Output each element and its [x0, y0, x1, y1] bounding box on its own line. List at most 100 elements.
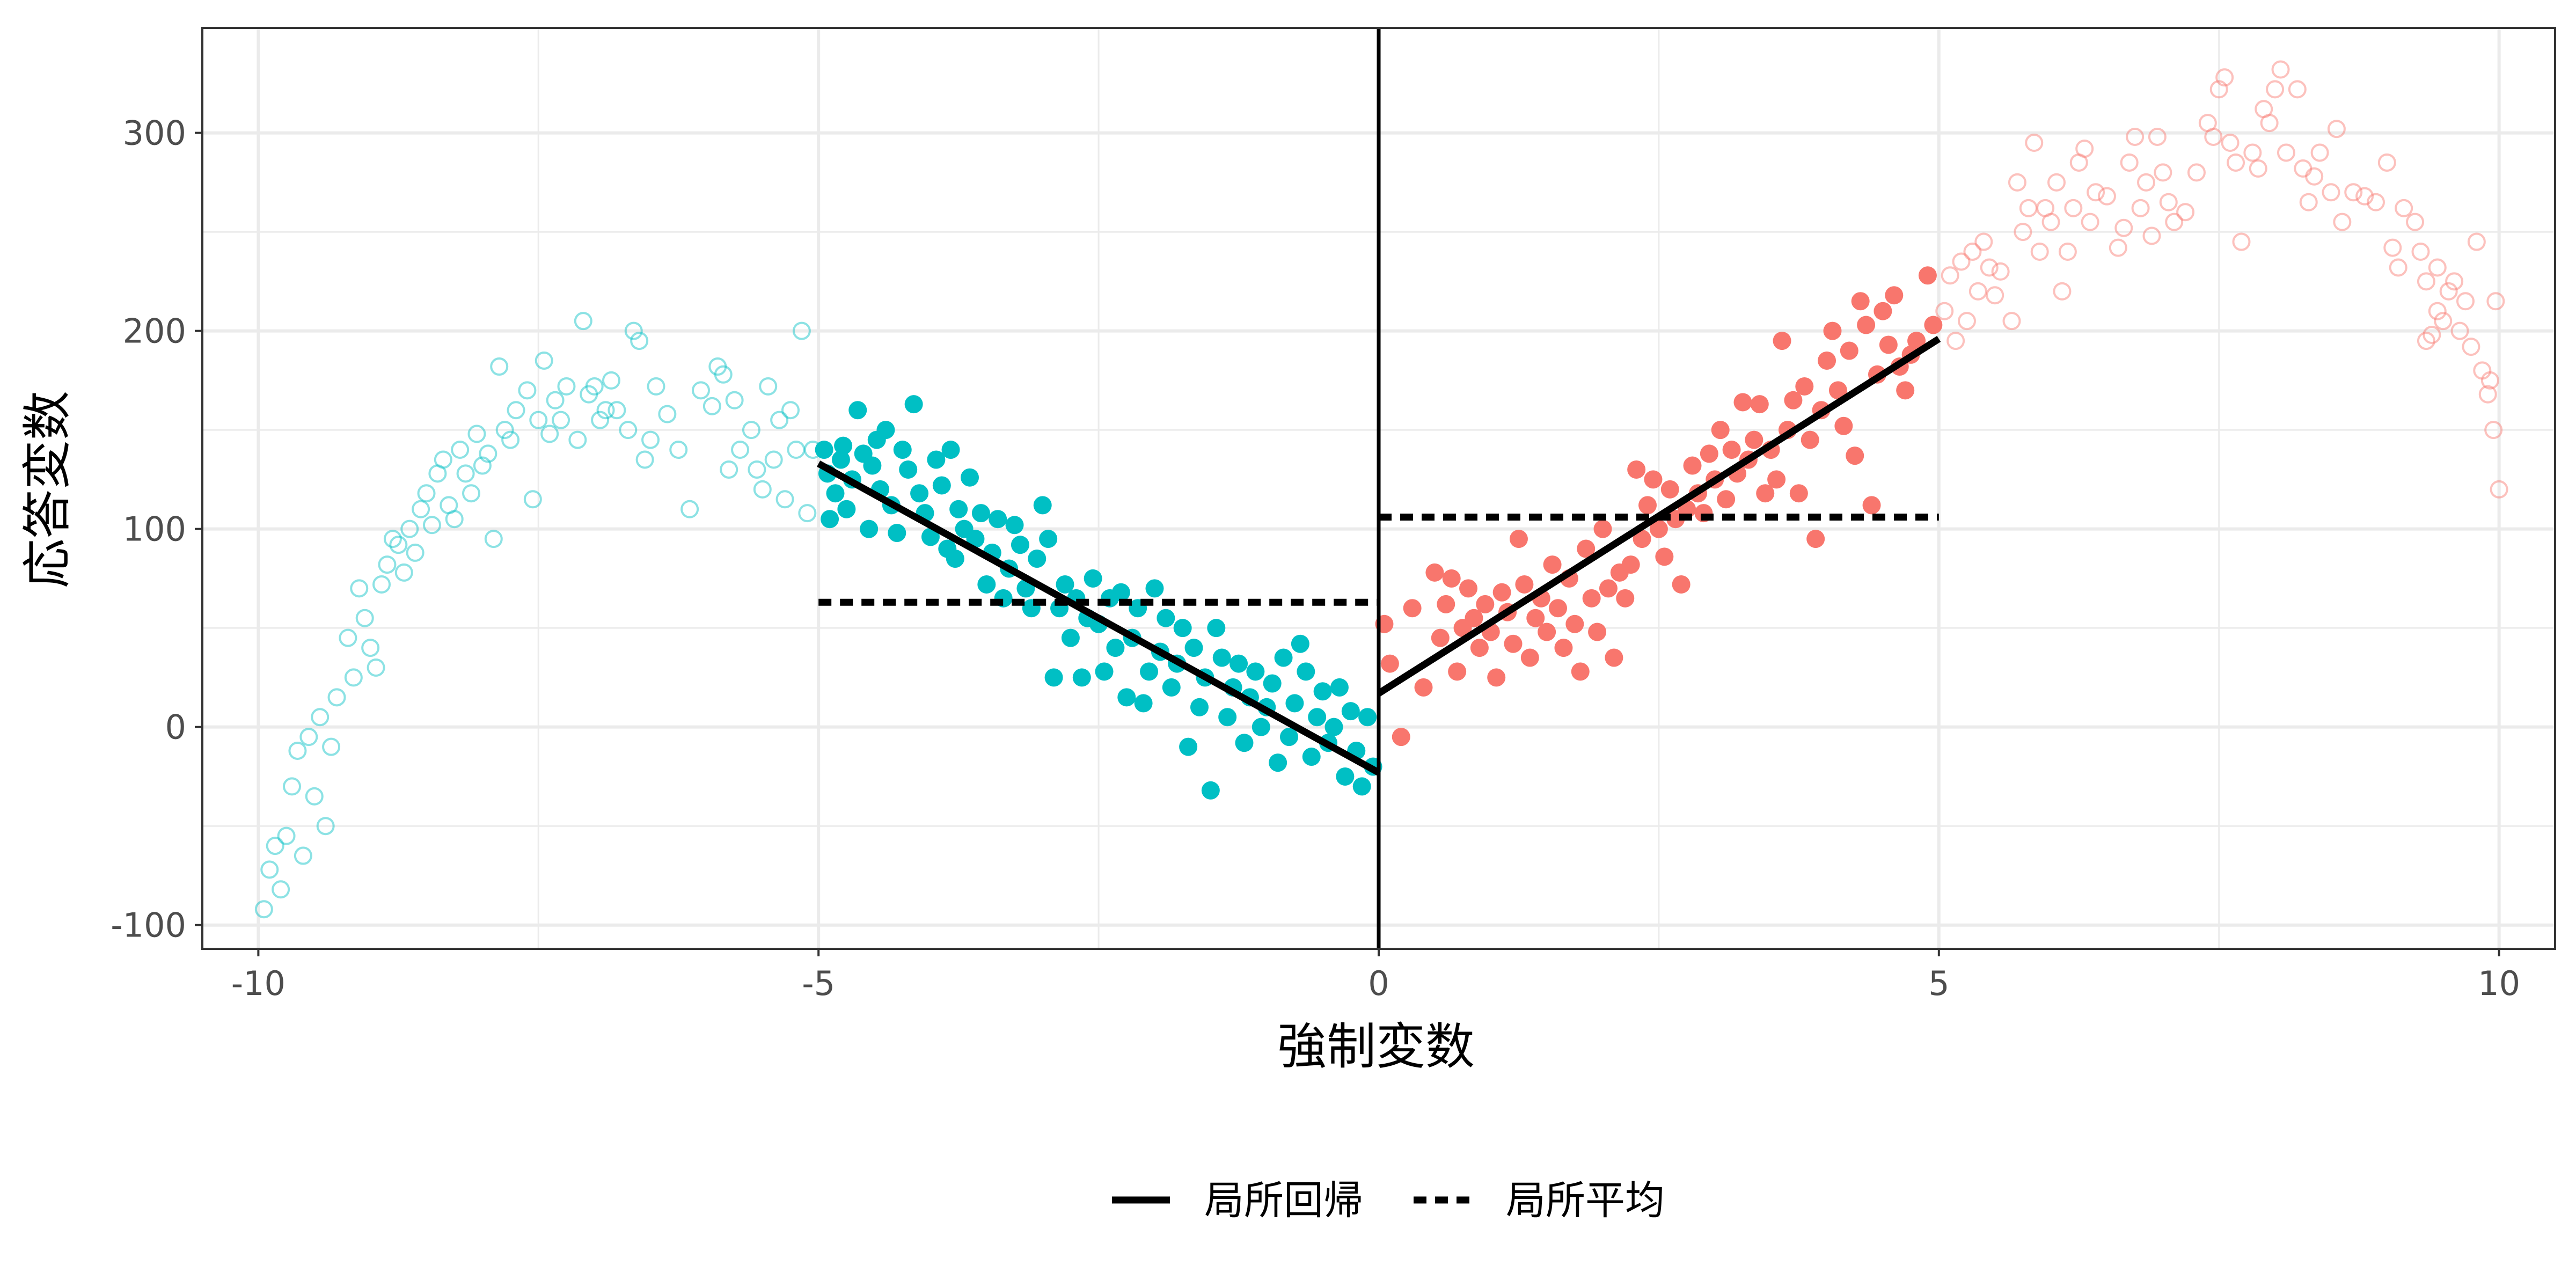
data-point-inside-right: [1655, 547, 1674, 566]
x-axis-title: 強制変数: [1277, 1018, 1475, 1075]
data-point-outside-right: [2486, 292, 2505, 311]
data-point-outside-left: [367, 658, 385, 677]
data-point-outside-right: [2019, 199, 2038, 217]
data-point-outside-left: [585, 377, 604, 396]
data-point-outside-right: [2439, 282, 2458, 301]
data-point-outside-left: [635, 450, 654, 469]
data-point-outside-right: [1974, 232, 1993, 251]
data-point-inside-right: [1649, 519, 1668, 538]
x-tick-label: 10: [2478, 964, 2520, 1003]
data-point-inside-right: [1784, 391, 1803, 409]
data-point-outside-right: [2232, 232, 2251, 251]
data-point-inside-right: [1806, 530, 1825, 548]
data-point-inside-left: [1162, 678, 1181, 697]
data-point-outside-right: [2467, 232, 2486, 251]
data-points: [254, 60, 2508, 919]
data-point-inside-left: [1352, 777, 1371, 796]
data-point-outside-left: [254, 900, 273, 919]
data-point-inside-left: [1061, 628, 1080, 647]
data-point-inside-left: [1235, 734, 1254, 752]
data-point-outside-right: [2087, 183, 2105, 202]
data-point-outside-left: [792, 321, 811, 340]
data-point-outside-right: [2450, 321, 2469, 340]
data-point-inside-left: [1145, 579, 1164, 598]
data-point-inside-left: [1084, 569, 1102, 588]
data-point-outside-right: [1963, 243, 1982, 261]
data-point-outside-right: [2131, 199, 2150, 217]
data-point-outside-left: [294, 846, 312, 865]
data-point-inside-left: [949, 500, 968, 518]
data-point-outside-left: [266, 837, 284, 855]
data-point-outside-left: [574, 312, 592, 331]
data-point-inside-right: [1520, 648, 1539, 667]
data-point-outside-left: [787, 441, 806, 459]
data-point-outside-left: [473, 456, 492, 475]
legend: 局所回帰 局所平均: [1112, 1177, 1665, 1224]
data-point-inside-right: [1683, 456, 1702, 475]
data-point-outside-right: [2159, 193, 2178, 211]
data-point-outside-right: [2423, 326, 2441, 344]
data-point-inside-left: [1201, 781, 1220, 800]
data-point-inside-right: [1599, 579, 1618, 598]
data-point-outside-left: [568, 430, 587, 449]
data-point-outside-left: [546, 391, 565, 409]
data-point-outside-right: [2473, 361, 2492, 380]
data-point-outside-left: [428, 464, 447, 483]
data-point-outside-right: [2484, 421, 2503, 440]
data-point-outside-left: [277, 826, 296, 845]
data-point-outside-right: [2097, 187, 2116, 206]
data-point-inside-left: [860, 519, 879, 538]
data-point-inside-left: [1044, 668, 1063, 687]
data-point-inside-right: [1549, 599, 1568, 618]
data-point-inside-left: [1218, 708, 1237, 727]
data-point-outside-left: [378, 555, 397, 574]
data-point-inside-right: [1823, 321, 1842, 340]
data-point-outside-left: [647, 377, 665, 396]
data-point-inside-right: [1818, 351, 1836, 370]
data-point-outside-right: [2069, 153, 2088, 172]
data-point-outside-right: [2227, 153, 2245, 172]
data-point-inside-left: [1324, 718, 1343, 736]
data-point-inside-left: [1336, 767, 1355, 786]
data-point-outside-left: [742, 421, 760, 440]
data-point-outside-left: [602, 371, 620, 390]
data-point-outside-left: [691, 381, 710, 400]
data-point-inside-right: [1470, 639, 1489, 657]
data-point-outside-left: [288, 741, 307, 760]
data-point-outside-left: [641, 430, 660, 449]
data-point-outside-right: [2154, 163, 2172, 182]
data-point-outside-left: [389, 536, 408, 554]
legend-label-local-mean: 局所平均: [1506, 1177, 1665, 1224]
data-point-outside-left: [708, 357, 727, 376]
data-point-outside-left: [624, 321, 643, 340]
data-point-inside-right: [1487, 668, 1506, 687]
data-point-outside-left: [467, 425, 486, 443]
data-point-outside-left: [355, 609, 374, 627]
data-point-inside-right: [1918, 266, 1937, 285]
data-point-outside-left: [495, 421, 514, 440]
data-point-inside-left: [837, 500, 856, 518]
data-point-outside-right: [1941, 266, 1959, 285]
data-point-inside-right: [1733, 393, 1752, 412]
data-point-outside-right: [2277, 143, 2295, 162]
data-point-inside-right: [1577, 539, 1596, 558]
data-point-inside-right: [1722, 441, 1741, 459]
x-tick-label: 5: [1928, 964, 1949, 1003]
data-point-outside-right: [2406, 213, 2425, 231]
data-point-outside-left: [479, 444, 497, 463]
data-point-outside-left: [580, 385, 598, 404]
data-point-inside-right: [1504, 634, 1523, 653]
data-point-outside-left: [412, 500, 430, 518]
data-point-inside-right: [1851, 292, 1870, 311]
data-point-outside-right: [2002, 312, 2021, 331]
data-point-outside-left: [406, 543, 425, 562]
data-point-inside-left: [1095, 662, 1114, 681]
data-point-outside-right: [2114, 218, 2133, 237]
data-point-outside-right: [2456, 292, 2475, 311]
data-point-inside-left: [1358, 708, 1377, 727]
data-point-outside-right: [2204, 127, 2223, 146]
data-point-inside-left: [941, 441, 960, 459]
data-point-inside-right: [1795, 377, 1814, 396]
